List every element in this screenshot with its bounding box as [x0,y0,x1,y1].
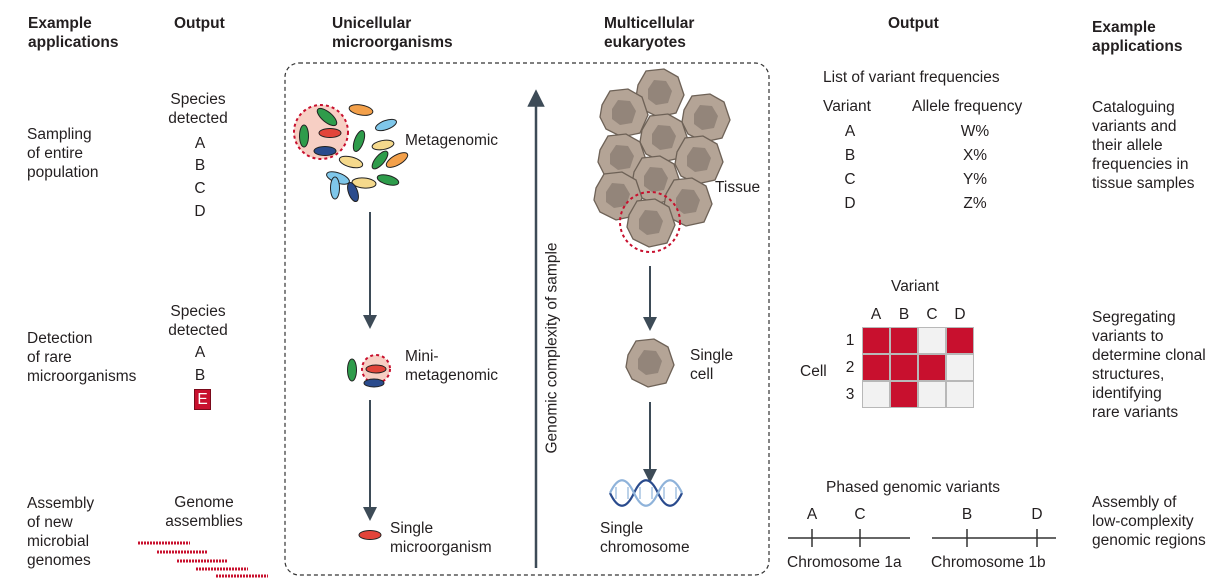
app-rare-detection: Detection of rare microorganisms [27,330,137,385]
phased-title: Phased genomic variants [826,479,1001,496]
matrix-cell-2-B [890,354,918,381]
metagenomic-cluster [293,104,409,203]
sample-frame [284,62,770,576]
assembly-reads [138,541,268,578]
matrix-cell-3-D [946,381,974,408]
species-title-1: Species detected [168,91,228,127]
header-output-right: Output [888,15,939,32]
variant-cell-matrix [862,327,974,408]
genome-assemblies-label: Genome assemblies [165,494,243,530]
matrix-col-b: B [898,306,910,323]
header-example-left: Example applications [28,15,119,51]
species-a-rare-sample: A [194,344,206,361]
variant-list-title: List of variant frequencies [823,69,1000,86]
matrix-cell-2-D [946,354,974,381]
freq-row-a: W% [960,123,990,140]
matrix-cell-1-A [862,327,890,354]
phased-variant-b: B [961,506,973,523]
app-segregating-variants: Segregating variants to determine clonal… [1092,309,1206,421]
dna-helix-icon [609,479,683,507]
header-example-right: Example applications [1092,19,1183,55]
phased-variant-a: A [806,506,818,523]
app-sampling-population: Sampling of entire population [27,126,99,181]
matrix-cell-2-A [862,354,890,381]
label-single-cell: Single cell [690,347,734,383]
matrix-cell-1-B [890,327,918,354]
variant-row-b: B [844,147,856,164]
freq-row-d: Z% [963,195,987,212]
header-unicellular: Unicellular microorganisms [332,15,453,51]
single-cell [625,338,675,388]
app-genome-assembly: Assembly of new microbial genomes [27,495,95,569]
label-mini-metagenomic: Mini- metagenomic [405,348,499,384]
mini-metagenomic-cluster [347,354,391,388]
axis-genomic-complexity: Genomic complexity of sample [543,242,561,454]
variant-row-a: A [844,123,856,140]
species-c: C [194,180,206,197]
phased-variant-d: D [1031,506,1043,523]
label-single-chromosome: Single chromosome [600,520,690,556]
header-multicellular: Multicellular eukaryotes [604,15,695,51]
matrix-row-label: Cell [800,363,827,380]
matrix-cell-3-B [890,381,918,408]
matrix-cell-1-D [946,327,974,354]
single-microorganism [358,530,382,540]
variant-col-header: Variant [823,98,871,115]
header-output-left: Output [174,15,225,32]
species-e-rare: E [194,389,211,410]
species-d: D [194,203,206,220]
freq-row-c: Y% [962,171,988,188]
matrix-row-3: 3 [845,386,855,403]
matrix-col-d: D [954,306,966,323]
label-single-microorganism: Single microorganism [390,520,492,556]
matrix-cell-3-A [862,381,890,408]
species-a: A [194,135,206,152]
matrix-cell-2-C [918,354,946,381]
matrix-col-a: A [870,306,882,323]
chromosome-1a-label: Chromosome 1a [787,554,902,571]
freq-row-b: X% [962,147,988,164]
matrix-row-1: 1 [845,332,855,349]
phased-variant-c: C [854,506,866,523]
variant-row-c: C [844,171,856,188]
matrix-cell-1-C [918,327,946,354]
matrix-title: Variant [891,278,939,295]
species-b-rare-sample: B [194,367,206,384]
chromosome-1b-label: Chromosome 1b [931,554,1046,571]
species-b: B [194,157,206,174]
app-cataloguing-variants: Cataloguing variants and their allele fr… [1092,99,1195,192]
app-low-complexity: Assembly of low-complexity genomic regio… [1092,494,1206,549]
freq-col-header: Allele frequency [912,98,1023,115]
matrix-row-2: 2 [845,359,855,376]
species-title-2: Species detected [168,303,228,339]
tissue-cells [593,68,731,253]
phased-chromosomes [788,529,1056,547]
variant-row-d: D [844,195,856,212]
matrix-col-c: C [926,306,938,323]
label-tissue: Tissue [715,179,761,196]
label-metagenomic: Metagenomic [405,132,499,149]
matrix-cell-3-C [918,381,946,408]
